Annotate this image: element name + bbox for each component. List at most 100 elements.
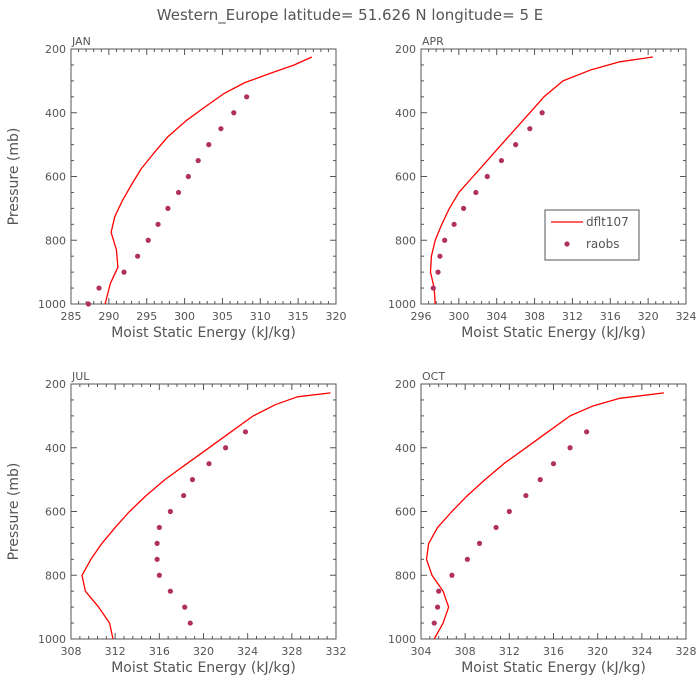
data-point-raobs <box>155 221 161 227</box>
series-line-dflt107 <box>104 56 313 305</box>
legend-point-swatch <box>564 241 570 247</box>
x-tick-label: 304 <box>411 645 432 658</box>
data-point-raobs <box>460 205 467 211</box>
data-point-raobs <box>135 253 141 259</box>
data-point-raobs <box>539 110 545 116</box>
data-point-raobs <box>195 157 201 164</box>
panel-apr: APR 296 300 304 308 312 316 320 324 200 400 600 800 1… <box>388 35 697 341</box>
data-point-raobs <box>156 572 162 578</box>
data-point-raobs <box>567 445 573 451</box>
data-point-raobs <box>154 540 160 546</box>
y-tick-label: 1000 <box>388 298 416 311</box>
y-tick-label: 1000 <box>38 298 66 311</box>
panel-label: OCT <box>422 370 445 383</box>
data-point-raobs <box>145 237 151 243</box>
x-tick-label: 316 <box>600 310 621 323</box>
data-point-raobs <box>584 429 590 435</box>
x-axis-title: Moist Static Energy (kJ/kg) <box>111 325 296 341</box>
data-point-raobs <box>550 461 557 467</box>
y-tick-label: 1000 <box>38 633 66 646</box>
x-tick-label: 328 <box>676 645 697 658</box>
data-point-raobs <box>523 492 529 499</box>
y-tick-label: 200 <box>45 43 66 56</box>
x-tick-label: 310 <box>250 310 271 323</box>
x-tick-label: 332 <box>326 645 347 658</box>
x-tick-label: 324 <box>631 645 652 658</box>
y-tick-label: 800 <box>45 569 66 582</box>
x-tick-label: 296 <box>411 310 432 323</box>
data-point-raobs <box>451 221 457 227</box>
data-point-raobs <box>244 94 250 100</box>
x-tick-label: 320 <box>193 645 214 658</box>
y-tick-label: 600 <box>45 171 66 184</box>
data-point-raobs <box>484 173 490 180</box>
legend: dflt107 raobs <box>544 209 640 261</box>
data-point-raobs <box>527 126 533 132</box>
panel-oct: OCT 304 308 312 316 320 324 328 200 400 600 800 1000… <box>388 370 697 676</box>
series-line-dflt107 <box>425 392 664 640</box>
figure-title: Western_Europe latitude= 51.626 N longit… <box>157 6 543 25</box>
panel-jul: JUL 308 312 316 320 324 328 332 200 400 600 800 1000… <box>6 370 347 676</box>
x-tick-label: 316 <box>149 645 170 658</box>
data-point-raobs <box>96 285 102 291</box>
x-tick-label: 300 <box>448 310 469 323</box>
x-tick-label: 312 <box>562 310 583 323</box>
data-point-raobs <box>493 524 499 531</box>
data-point-raobs <box>435 269 441 275</box>
legend-points-label: raobs <box>586 237 620 251</box>
plot-frame <box>420 48 687 305</box>
data-point-raobs <box>206 461 212 467</box>
x-tick-label: 308 <box>524 310 545 323</box>
data-point-raobs <box>430 285 436 291</box>
data-point-raobs <box>187 620 193 626</box>
x-tick-label: 320 <box>587 645 608 658</box>
data-point-raobs <box>189 477 196 483</box>
plot-frame <box>70 48 337 305</box>
x-axis-title: Moist Static Energy (kJ/kg) <box>461 325 646 341</box>
data-point-raobs <box>206 142 212 148</box>
y-tick-label: 1000 <box>388 633 416 646</box>
data-point-raobs <box>434 604 441 610</box>
data-point-raobs <box>473 189 479 196</box>
y-tick-label: 800 <box>45 234 66 247</box>
data-point-raobs <box>85 301 92 307</box>
panel-label: APR <box>422 35 444 48</box>
data-point-raobs <box>431 620 437 626</box>
data-point-raobs <box>442 237 448 243</box>
y-tick-label: 400 <box>45 107 66 120</box>
data-point-raobs <box>537 477 543 483</box>
x-tick-label: 324 <box>676 310 697 323</box>
data-point-raobs <box>498 157 505 164</box>
x-tick-label: 328 <box>281 645 302 658</box>
data-point-raobs <box>436 588 442 594</box>
data-point-raobs <box>222 445 229 451</box>
data-point-raobs <box>513 142 519 148</box>
y-tick-label: 600 <box>395 171 416 184</box>
y-tick-label: 400 <box>45 442 66 455</box>
y-axis-title: Pressure (mb) <box>6 463 22 561</box>
x-tick-label: 316 <box>543 645 564 658</box>
y-tick-label: 600 <box>45 506 66 519</box>
y-tick-label: 200 <box>45 378 66 391</box>
x-tick-label: 300 <box>174 310 195 323</box>
x-tick-label: 305 <box>212 310 233 323</box>
data-point-raobs <box>182 604 188 610</box>
data-point-raobs <box>218 126 224 132</box>
data-point-raobs <box>175 189 182 196</box>
data-point-raobs <box>506 508 512 515</box>
data-point-raobs <box>156 524 162 531</box>
x-axis-title: Moist Static Energy (kJ/kg) <box>111 660 296 676</box>
x-tick-label: 320 <box>638 310 659 323</box>
x-tick-label: 312 <box>499 645 520 658</box>
legend-box <box>544 209 640 261</box>
data-point-raobs <box>476 540 483 546</box>
plot-frame <box>70 383 337 640</box>
x-tick-label: 312 <box>105 645 126 658</box>
data-point-raobs <box>242 429 249 435</box>
panel-label: JUL <box>71 370 90 383</box>
data-point-raobs <box>449 572 455 578</box>
data-point-raobs <box>231 110 237 116</box>
y-tick-label: 800 <box>395 234 416 247</box>
data-point-raobs <box>154 556 160 562</box>
